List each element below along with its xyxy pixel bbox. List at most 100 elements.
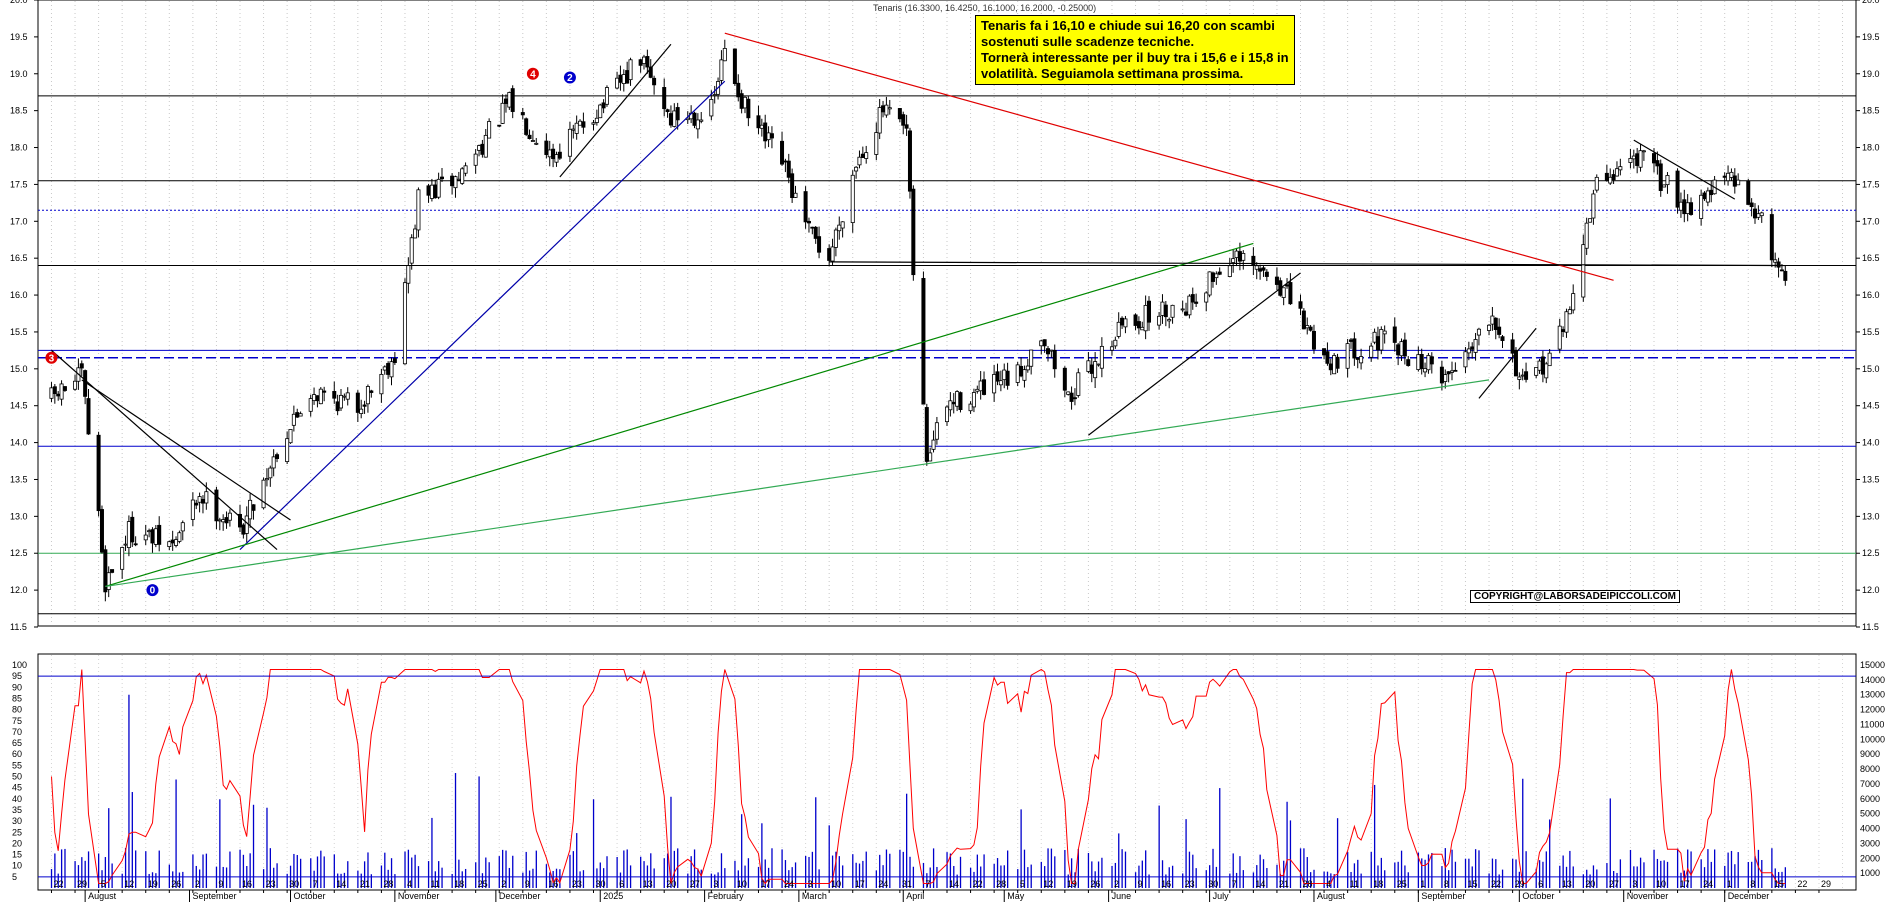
volume-bar bbox=[1676, 848, 1679, 888]
day-tick-label: 3 bbox=[808, 879, 813, 889]
candle-body bbox=[99, 509, 104, 553]
volume-bar bbox=[205, 853, 208, 888]
day-tick-label: 10 bbox=[831, 879, 841, 889]
candle-body bbox=[901, 114, 906, 126]
candle-body bbox=[1655, 160, 1660, 167]
candle-body bbox=[261, 479, 266, 509]
volume-bar bbox=[1542, 861, 1544, 888]
candle-body bbox=[123, 543, 128, 546]
volume-bar bbox=[1330, 873, 1332, 888]
volume-bar bbox=[1663, 860, 1665, 888]
candle-body bbox=[1517, 376, 1522, 380]
day-tick-label: 24 bbox=[1703, 879, 1713, 889]
day-tick-label: 27 bbox=[1609, 879, 1619, 889]
oscillator-tick-label: 100 bbox=[12, 660, 27, 670]
day-tick-label: 7 bbox=[1232, 879, 1237, 889]
volume-bar bbox=[266, 807, 268, 888]
day-tick-label: 11 bbox=[1350, 879, 1359, 889]
candle-body bbox=[1709, 189, 1714, 196]
day-tick-label: 26 bbox=[1090, 879, 1100, 889]
candle-body bbox=[1170, 304, 1175, 318]
day-tick-label: 15 bbox=[1467, 879, 1477, 889]
candle-body bbox=[244, 515, 249, 534]
volume-bar bbox=[1680, 872, 1682, 888]
candle-body bbox=[295, 412, 300, 418]
volume-bar bbox=[535, 850, 537, 888]
day-tick-label: 4 bbox=[1326, 879, 1331, 889]
candle-body bbox=[1140, 326, 1145, 331]
volume-bar bbox=[1710, 861, 1712, 888]
volume-bar bbox=[693, 849, 696, 888]
volume-bar bbox=[54, 853, 56, 888]
volume-bar bbox=[1754, 855, 1756, 888]
candle-body bbox=[1052, 350, 1057, 370]
marker-label: 3 bbox=[49, 353, 55, 364]
volume-bar bbox=[1616, 872, 1618, 888]
candle-body bbox=[1614, 168, 1619, 177]
volume-bar bbox=[360, 873, 362, 888]
price-tick-label: 14.5 bbox=[1862, 401, 1880, 411]
candle-body bbox=[1093, 361, 1098, 379]
candle-body bbox=[237, 513, 242, 528]
volume-bar bbox=[1205, 870, 1207, 888]
volume-bar bbox=[464, 868, 467, 888]
volume-bar bbox=[771, 848, 773, 888]
candle-body bbox=[1611, 174, 1616, 181]
candle-body bbox=[426, 185, 431, 196]
volume-bar bbox=[1168, 867, 1170, 888]
volume-bar bbox=[956, 874, 958, 888]
volume-tick-label: 11000 bbox=[1860, 719, 1884, 729]
candle-body bbox=[224, 517, 229, 524]
candle-body bbox=[628, 59, 633, 81]
candle-body bbox=[1311, 330, 1316, 350]
candle-body bbox=[1510, 339, 1515, 354]
candle-body bbox=[780, 140, 785, 165]
candle-body bbox=[463, 165, 468, 174]
volume-bar bbox=[1289, 820, 1292, 888]
volume-bar bbox=[512, 855, 514, 888]
volume-bar bbox=[1242, 870, 1244, 888]
volume-bar bbox=[242, 854, 245, 888]
candle-body bbox=[1254, 265, 1259, 270]
candle-body bbox=[1773, 259, 1778, 263]
candle-body bbox=[621, 74, 626, 85]
candle-body bbox=[365, 386, 370, 405]
volume-bar bbox=[1333, 874, 1335, 888]
volume-bar bbox=[528, 870, 531, 888]
day-tick-label: 5 bbox=[1020, 879, 1025, 889]
candle-body bbox=[1628, 158, 1633, 163]
volume-bar bbox=[1158, 805, 1160, 888]
candle-body bbox=[662, 87, 667, 110]
volume-bar bbox=[1518, 871, 1521, 888]
candle-body bbox=[275, 454, 280, 459]
candle-body bbox=[130, 516, 135, 543]
candle-body bbox=[1005, 370, 1010, 386]
volume-bar bbox=[81, 857, 83, 888]
candle-body bbox=[1604, 172, 1609, 181]
candle-body bbox=[1662, 184, 1667, 188]
candle-body bbox=[850, 174, 855, 224]
price-tick-label: 12.5 bbox=[10, 548, 28, 558]
volume-bar bbox=[1784, 867, 1786, 888]
price-tick-label: 11.5 bbox=[1862, 622, 1879, 632]
candle-body bbox=[190, 499, 195, 520]
candle-body bbox=[103, 549, 108, 593]
month-tick-label: December bbox=[1728, 891, 1770, 901]
volume-bar bbox=[404, 851, 406, 888]
volume-bar bbox=[885, 849, 888, 888]
candle-body bbox=[743, 96, 748, 109]
price-tick-label: 19.5 bbox=[10, 32, 28, 42]
volume-bar bbox=[525, 851, 527, 888]
candle-body bbox=[1497, 326, 1502, 335]
day-tick-label: 6 bbox=[619, 879, 624, 889]
volume-bar bbox=[1464, 858, 1467, 888]
volume-bar bbox=[1087, 853, 1090, 888]
price-tick-label: 13.0 bbox=[1862, 511, 1880, 521]
volume-bar bbox=[1501, 869, 1504, 888]
candle-body bbox=[1759, 212, 1764, 217]
candle-body bbox=[251, 504, 256, 511]
candle-body bbox=[924, 407, 929, 462]
candle-body bbox=[1066, 391, 1071, 395]
candle-body bbox=[1726, 172, 1731, 182]
volume-bar bbox=[1219, 788, 1221, 888]
